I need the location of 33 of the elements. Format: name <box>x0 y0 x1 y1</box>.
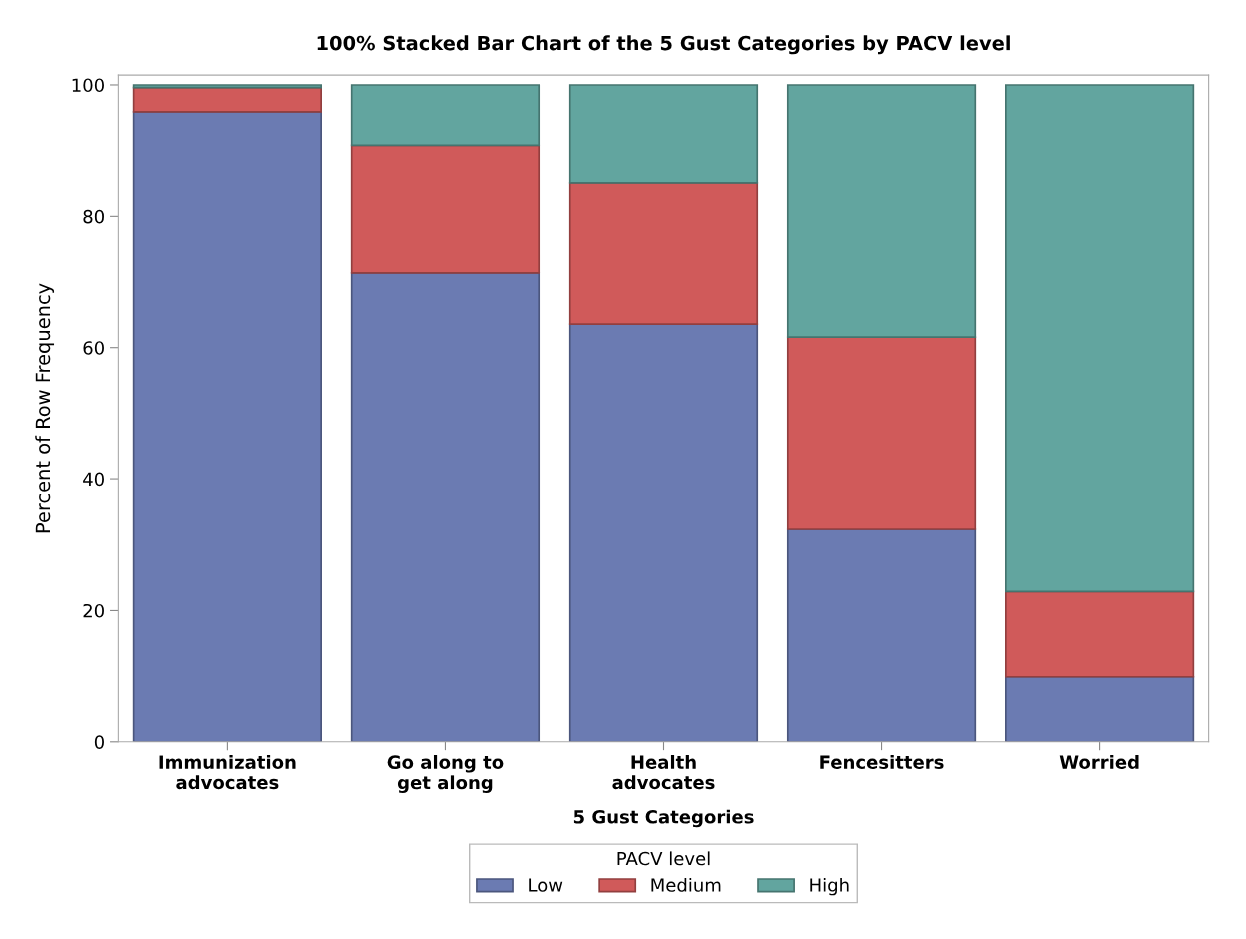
bar <box>568 182 759 325</box>
bar <box>1004 675 1195 742</box>
legend-title: PACV level <box>617 851 710 866</box>
bar <box>350 84 541 147</box>
bar <box>568 323 759 742</box>
bar <box>786 84 977 339</box>
y-tick-label: 40 <box>83 472 104 487</box>
x-tick-label: Go along to get along <box>387 755 504 793</box>
x-axis-title: 5 Gust Categories <box>573 809 754 828</box>
legend-label: Low <box>529 878 563 892</box>
bar <box>132 84 322 89</box>
x-tick-label: Fencesitters <box>820 755 944 769</box>
bar <box>568 84 759 184</box>
bar <box>350 144 541 274</box>
y-tick-label: 60 <box>83 341 104 355</box>
bar <box>132 86 322 113</box>
bar <box>1004 84 1195 593</box>
bar <box>1004 590 1195 678</box>
x-tick-label: Worried <box>1059 755 1139 769</box>
y-tick-label: 80 <box>83 209 104 224</box>
bar <box>786 336 977 530</box>
legend-label: Medium <box>651 877 721 892</box>
bar <box>350 271 541 742</box>
y-tick-label: 0 <box>94 735 104 749</box>
bar <box>786 528 977 742</box>
x-tick-label: Immunization advocates <box>159 755 296 790</box>
legend-label: High <box>810 877 849 896</box>
x-tick-label: Health advocates <box>612 755 715 790</box>
chart-title: 100% Stacked Bar Chart of the 5 Gust Categories by PACV level <box>317 35 1010 55</box>
y-axis-title: Percent of Row Frequency <box>35 283 55 533</box>
y-tick-label: 20 <box>83 603 104 618</box>
bar <box>132 111 322 742</box>
y-tick-label: 100 <box>72 78 104 93</box>
